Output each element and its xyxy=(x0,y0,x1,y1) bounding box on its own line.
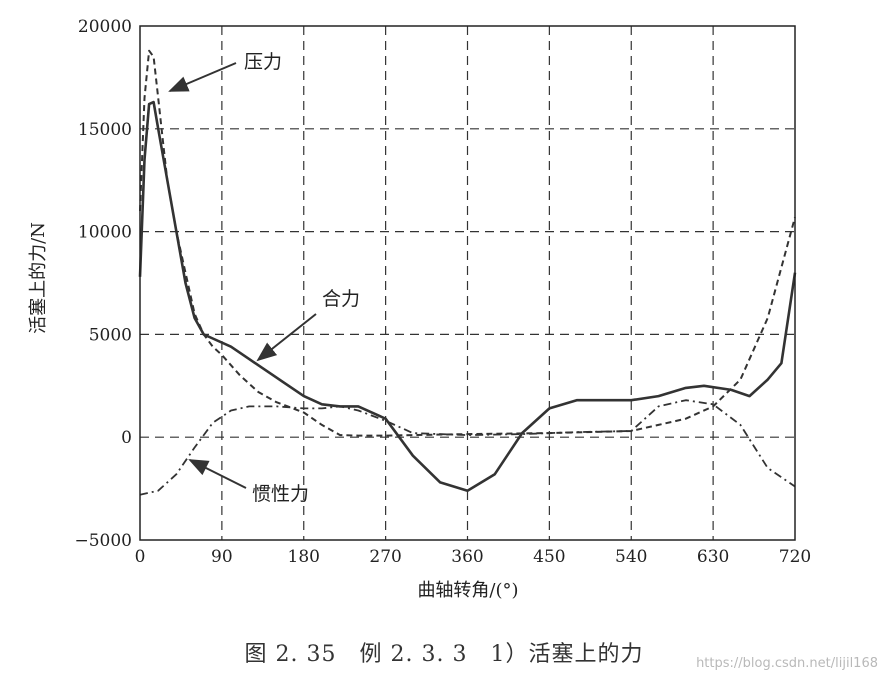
y-ticks: −5000 0 5000 10000 15000 20000 xyxy=(74,17,132,551)
x-tick-label: 270 xyxy=(369,547,401,567)
watermark: https://blog.csdn.net/lijil168 xyxy=(696,656,878,671)
y-tick-label: 15000 xyxy=(78,120,132,140)
series-layer xyxy=(138,49,797,496)
figure-caption: 图 2. 35 例 2. 3. 3 1）活塞上的力 xyxy=(244,642,644,667)
annotation-net-force: 合力 xyxy=(256,288,360,362)
x-tick-label: 90 xyxy=(211,547,233,567)
x-tick-label: 180 xyxy=(288,547,320,567)
grid xyxy=(140,26,795,540)
x-axis-label: 曲轴转角/(°) xyxy=(417,580,518,601)
x-tick-label: 360 xyxy=(451,547,483,567)
x-ticks: 0 90 180 270 360 450 540 630 720 xyxy=(135,547,812,567)
y-tick-label: 5000 xyxy=(89,325,132,345)
force-chart: 0 90 180 270 360 450 540 630 720 −50000500010000… xyxy=(28,17,812,601)
y-axis-label: 活塞上的力/N xyxy=(28,222,49,334)
x-tick-label: 540 xyxy=(615,547,647,567)
x-tick-label: 630 xyxy=(697,547,729,567)
annotation-pressure-label: 压力 xyxy=(244,51,282,73)
x-tick-label: 450 xyxy=(533,547,565,567)
annotation-inertia: 惯性力 xyxy=(188,459,309,505)
x-tick-label: 0 xyxy=(135,547,146,567)
y-tick-label: 10000 xyxy=(78,223,132,243)
arrow-net-force xyxy=(256,313,317,362)
annotation-pressure: 压力 xyxy=(168,51,282,92)
y-tick-label: 20000 xyxy=(78,17,132,37)
arrow-pressure xyxy=(168,62,237,92)
x-tick-label: 720 xyxy=(779,547,811,567)
annotation-net-force-label: 合力 xyxy=(322,288,360,310)
series-line-0 xyxy=(139,49,796,437)
series-line-2 xyxy=(139,399,796,496)
annotation-inertia-label: 惯性力 xyxy=(252,483,309,505)
y-tick-label: 0 xyxy=(121,428,132,448)
series-line-1 xyxy=(138,100,797,493)
y-tick-label: −5000 xyxy=(74,531,132,551)
arrow-inertia xyxy=(188,459,247,489)
plot-frame xyxy=(139,25,796,541)
